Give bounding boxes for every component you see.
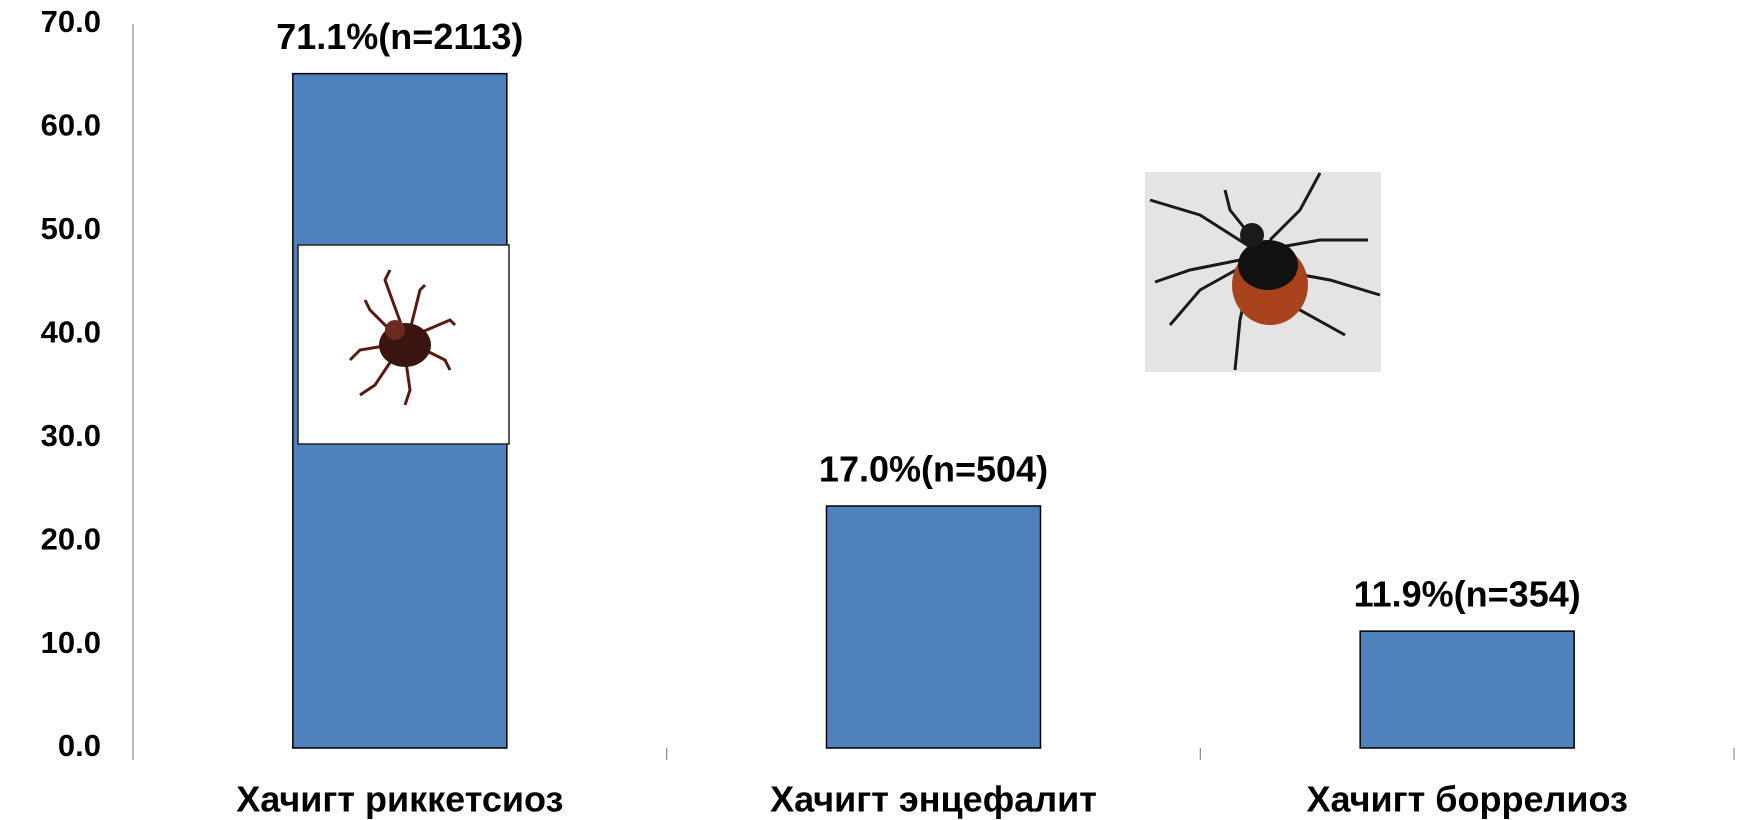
bar	[827, 506, 1041, 748]
tick-photo-left	[298, 245, 509, 444]
annotation: 17.0%(n=504)	[819, 448, 1048, 489]
y-tick-label: 0.0	[58, 728, 101, 763]
annotation: 11.9%(n=354)	[1354, 574, 1581, 615]
bar	[1360, 631, 1574, 748]
x-tick-label: Хачигт риккетсиоз	[236, 779, 563, 820]
tick-photo-right	[1145, 172, 1381, 372]
y-tick-label: 10.0	[41, 625, 101, 660]
y-tick-label: 30.0	[41, 418, 101, 453]
y-tick-label: 20.0	[41, 521, 101, 556]
y-tick-label: 70.0	[41, 4, 101, 39]
x-tick-label: Хачигт энцефалит	[770, 779, 1097, 820]
x-tick-label: Хачигт боррелиоз	[1306, 779, 1627, 820]
y-tick-label: 60.0	[41, 108, 101, 143]
y-tick-label: 50.0	[41, 211, 101, 246]
chart: 0.0 10.0 20.0 30.0 40.0 50.0 60.0 70.0 Хачигт ри…	[0, 0, 1741, 820]
y-tick-label: 40.0	[41, 314, 101, 349]
annotation: 71.1%(n=2113)	[276, 16, 523, 57]
